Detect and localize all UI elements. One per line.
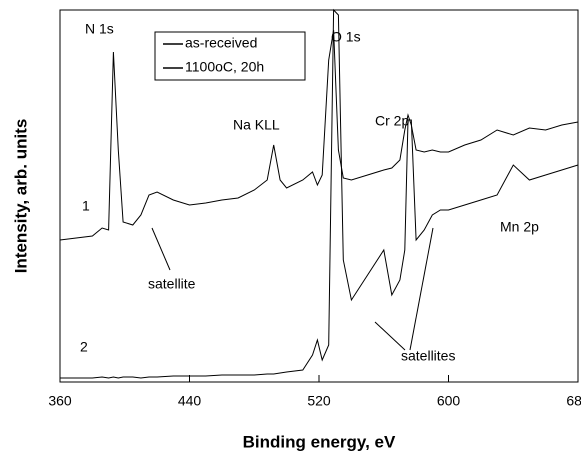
plot-frame: [59, 9, 579, 383]
annotation: satellite: [148, 276, 196, 292]
legend-label: 1100oC, 20h: [185, 59, 264, 75]
x-tick-label: 520: [307, 393, 331, 409]
annotation: N 1s: [85, 21, 114, 37]
annotation: 1: [82, 198, 90, 214]
annotation: 2: [80, 339, 88, 355]
pointer: [151, 227, 171, 271]
x-tick-label: 680: [566, 393, 581, 409]
legend-box: [154, 31, 306, 81]
series-line: [60, 8, 579, 379]
pointer: [374, 321, 406, 351]
y-axis-title: Intensity, arb. units: [11, 119, 30, 274]
annotation: satellites: [401, 348, 455, 364]
legend-label: as-received: [185, 35, 257, 51]
pointers: [151, 227, 434, 351]
series-line: [59, 29, 579, 241]
x-tick-label: 360: [48, 393, 72, 409]
annotation: Na KLL: [233, 117, 280, 133]
pointer: [409, 227, 434, 351]
x-axis-title: Binding energy, eV: [243, 432, 396, 451]
x-tick-label: 600: [437, 393, 461, 409]
annotation: Cr 2p: [375, 113, 409, 129]
annotation: O 1s: [331, 29, 361, 45]
x-tick-label: 440: [178, 393, 202, 409]
annotation: Mn 2p: [500, 219, 539, 235]
